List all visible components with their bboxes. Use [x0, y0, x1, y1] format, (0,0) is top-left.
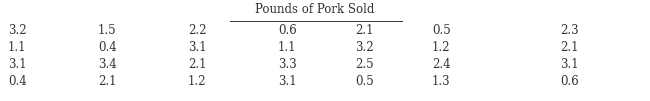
Text: 2.5: 2.5: [355, 58, 374, 71]
Text: 3.1: 3.1: [8, 58, 27, 71]
Text: 1.2: 1.2: [188, 75, 207, 88]
Text: 2.1: 2.1: [188, 58, 207, 71]
Text: 0.5: 0.5: [355, 75, 374, 88]
Text: 1.2: 1.2: [432, 41, 450, 54]
Text: 3.4: 3.4: [98, 58, 117, 71]
Text: 1.3: 1.3: [432, 75, 450, 88]
Text: 3.1: 3.1: [278, 75, 296, 88]
Text: 0.6: 0.6: [278, 24, 297, 37]
Text: 1.1: 1.1: [278, 41, 296, 54]
Text: 2.4: 2.4: [432, 58, 450, 71]
Text: 2.2: 2.2: [188, 24, 207, 37]
Text: 0.4: 0.4: [98, 41, 117, 54]
Text: 0.6: 0.6: [560, 75, 578, 88]
Text: 3.1: 3.1: [188, 41, 207, 54]
Text: 2.1: 2.1: [98, 75, 116, 88]
Text: 3.1: 3.1: [560, 58, 578, 71]
Text: 0.5: 0.5: [432, 24, 450, 37]
Text: Pounds of Pork Sold: Pounds of Pork Sold: [255, 3, 374, 16]
Text: 2.3: 2.3: [560, 24, 578, 37]
Text: 3.2: 3.2: [8, 24, 27, 37]
Text: 3.3: 3.3: [278, 58, 297, 71]
Text: 1.1: 1.1: [8, 41, 27, 54]
Text: 2.1: 2.1: [355, 24, 374, 37]
Text: 2.1: 2.1: [560, 41, 578, 54]
Text: 0.4: 0.4: [8, 75, 27, 88]
Text: 1.5: 1.5: [98, 24, 116, 37]
Text: 3.2: 3.2: [355, 41, 374, 54]
